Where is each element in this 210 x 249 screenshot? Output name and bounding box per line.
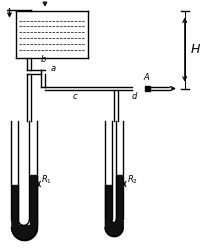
Text: A: A <box>143 73 149 82</box>
Text: c: c <box>72 92 77 101</box>
Text: $H$: $H$ <box>190 43 201 56</box>
Text: b: b <box>40 55 46 64</box>
Text: $R_2$: $R_2$ <box>127 174 138 186</box>
Bar <box>116 175 122 225</box>
Bar <box>12 185 18 225</box>
Text: $R_1$: $R_1$ <box>41 174 52 186</box>
Bar <box>105 185 111 225</box>
Bar <box>30 175 37 225</box>
Text: a: a <box>50 64 55 73</box>
Bar <box>145 86 150 91</box>
Text: d: d <box>132 92 137 101</box>
